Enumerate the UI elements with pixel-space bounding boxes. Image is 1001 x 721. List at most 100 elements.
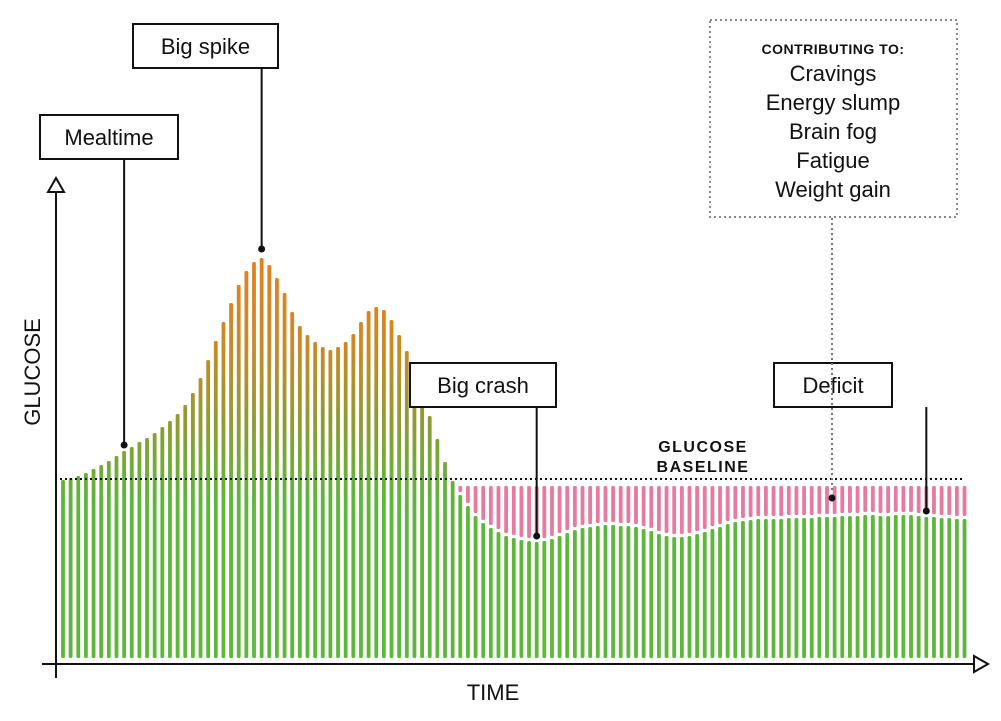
glucose-bar xyxy=(870,515,875,658)
glucose-bar xyxy=(840,516,845,658)
deficit-bar xyxy=(572,486,577,527)
deficit-bar xyxy=(756,486,761,516)
glucose-bar xyxy=(779,519,784,658)
deficit-bar xyxy=(878,486,883,513)
deficit-group xyxy=(458,486,967,539)
deficit-bar xyxy=(771,486,776,516)
glucose-bar xyxy=(404,351,409,658)
deficit-bar xyxy=(580,486,585,525)
deficit-bar xyxy=(702,486,707,529)
glucose-bar xyxy=(198,378,203,658)
deficit-bar xyxy=(863,486,868,512)
glucose-bar xyxy=(626,526,631,658)
deficit-bar xyxy=(718,486,722,524)
x-axis-arrow-icon xyxy=(973,654,991,674)
glucose-bar xyxy=(595,526,600,658)
deficit-bar xyxy=(748,486,753,517)
glucose-bar xyxy=(267,265,272,658)
glucose-bar xyxy=(252,262,256,658)
glucose-bar xyxy=(282,293,287,658)
contributing-item: Cravings xyxy=(790,61,877,86)
glucose-bar xyxy=(420,392,424,658)
glucose-bar xyxy=(190,393,195,658)
glucose-bar xyxy=(473,516,478,658)
baseline-label-line2: BASELINE xyxy=(657,459,750,476)
glucose-bar xyxy=(488,528,493,658)
glucose-bar xyxy=(748,520,753,658)
deficit-bar xyxy=(932,486,936,514)
glucose-bar xyxy=(580,528,585,658)
glucose-bar xyxy=(84,473,88,658)
deficit-bar xyxy=(634,486,638,524)
deficit-bar xyxy=(488,486,493,525)
glucose-bar xyxy=(756,519,761,658)
deficit-bar xyxy=(519,486,524,537)
glucose-bar xyxy=(557,536,562,658)
deficit-bar xyxy=(855,486,860,513)
callout-dot xyxy=(922,507,930,515)
glucose-bar xyxy=(550,539,554,658)
callout-label: Big spike xyxy=(161,34,250,59)
glucose-bar xyxy=(412,370,417,658)
glucose-bar xyxy=(534,542,539,658)
glucose-bar xyxy=(832,517,837,658)
glucose-bar xyxy=(863,515,868,658)
glucose-bar xyxy=(168,421,172,658)
glucose-bar xyxy=(794,518,799,658)
glucose-bar xyxy=(634,527,638,658)
deficit-bar xyxy=(687,486,692,533)
deficit-bar xyxy=(657,486,661,531)
deficit-bar xyxy=(611,486,615,522)
glucose-bar xyxy=(389,320,394,658)
deficit-bar xyxy=(817,486,822,514)
glucose-bar xyxy=(878,516,883,658)
glucose-bar xyxy=(916,516,921,658)
deficit-bar xyxy=(481,486,486,520)
glucose-bar xyxy=(802,518,806,658)
glucose-bar xyxy=(672,537,677,658)
glucose-bar xyxy=(954,519,959,658)
glucose-bar xyxy=(901,515,906,658)
glucose-bar xyxy=(733,522,738,658)
glucose-bar xyxy=(718,527,722,658)
deficit-bar xyxy=(664,486,669,533)
deficit-bar xyxy=(710,486,715,526)
glucose-bar xyxy=(786,518,791,658)
glucose-bar xyxy=(702,532,707,658)
glucose-bar xyxy=(183,405,188,658)
glucose-bar xyxy=(236,285,241,658)
glucose-bar xyxy=(939,518,944,658)
glucose-bar xyxy=(343,342,348,658)
deficit-bar xyxy=(741,486,745,518)
deficit-bar xyxy=(733,486,738,519)
deficit-bar xyxy=(496,486,501,529)
glucose-bar xyxy=(848,516,852,658)
deficit-bar xyxy=(695,486,700,531)
glucose-bar xyxy=(336,347,340,658)
contributing-item: Weight gain xyxy=(775,177,891,202)
deficit-bar xyxy=(870,486,875,512)
glucose-bar xyxy=(962,519,967,658)
glucose-bar xyxy=(152,433,157,658)
glucose-bar xyxy=(825,517,829,658)
deficit-bar xyxy=(901,486,906,512)
deficit-bar xyxy=(603,486,608,522)
y-axis-label: GLUCOSE xyxy=(20,318,45,426)
glucose-bar xyxy=(213,341,218,658)
callout-dot xyxy=(258,245,266,253)
glucose-bar xyxy=(687,536,692,658)
glucose-bar xyxy=(855,516,860,658)
deficit-bar xyxy=(809,486,814,515)
glucose-bar xyxy=(366,311,371,658)
glucose-bar xyxy=(114,456,119,658)
contributing-item: Brain fog xyxy=(789,119,877,144)
deficit-bar xyxy=(802,486,806,515)
deficit-bar xyxy=(786,486,791,515)
deficit-bar xyxy=(848,486,852,513)
bars-group xyxy=(61,258,967,658)
glucose-bar xyxy=(221,322,226,658)
glucose-bar xyxy=(565,533,570,658)
glucose-bar xyxy=(458,495,463,658)
glucose-bar xyxy=(61,480,65,658)
